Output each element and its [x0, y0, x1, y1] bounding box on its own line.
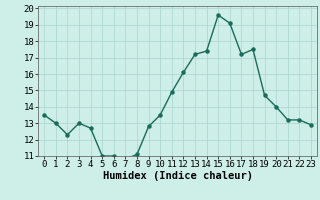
- X-axis label: Humidex (Indice chaleur): Humidex (Indice chaleur): [103, 171, 252, 181]
